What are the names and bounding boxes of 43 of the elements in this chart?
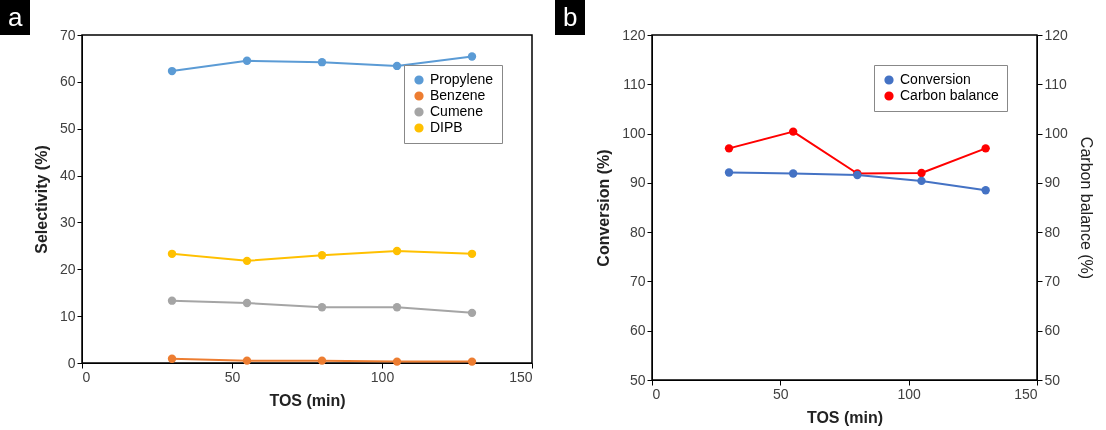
x-axis-title: TOS (min) [806,408,884,426]
y-tick-label: 120 [622,26,646,43]
y2-tick-label: 100 [1044,125,1069,142]
y-tick-label: 100 [622,125,646,142]
y2-tick-label: 110 [1044,75,1068,92]
y-tick-label: 60 [59,73,76,90]
y-tick-label: 20 [59,260,76,277]
y-tick-label: 30 [59,213,76,230]
y-tick-label: 0 [67,354,76,371]
y2-tick-label: 80 [1044,223,1061,240]
y-tick-label: 50 [59,120,76,137]
text: a [0,0,31,35]
y-tick-label: 70 [629,272,646,289]
y2-tick-label: 70 [1044,272,1061,289]
x-tick-label: 0 [82,368,91,385]
y2-tick-label: 120 [1044,26,1069,43]
y-tick-label: 110 [623,75,646,92]
legend-label: Cumene [430,103,484,119]
x-tick-label: 150 [509,368,533,385]
y-tick-label: 60 [629,322,646,339]
x-tick-label: 150 [1014,385,1038,402]
y2-tick-label: 60 [1044,322,1061,339]
x-tick-label: 0 [652,385,661,402]
y-tick-label: 40 [59,167,76,184]
y-tick-label: 80 [629,223,646,240]
text: b [555,0,586,35]
y-axis-title: Conversion (%) [595,149,613,267]
x-tick-label: 100 [370,368,395,385]
legend-label: Propylene [430,71,494,87]
x-tick-label: 50 [224,368,241,385]
legend-label: Conversion [900,71,971,87]
y2-tick-label: 90 [1044,174,1061,191]
y2-axis-title: Carbon balance (%) [1077,136,1095,280]
legend-label: Benzene [430,87,486,103]
y-tick-label: 90 [629,174,646,191]
y-axis-title: Selectivity (%) [32,145,50,254]
y-tick-label: 70 [59,26,76,43]
y-tick-label: 10 [59,307,76,324]
x-axis-title: TOS (min) [269,391,346,409]
legend-label: Carbon balance [900,87,1000,103]
x-tick-label: 100 [897,385,922,402]
legend-label: DIPB [430,119,463,135]
x-tick-label: 50 [773,385,789,402]
